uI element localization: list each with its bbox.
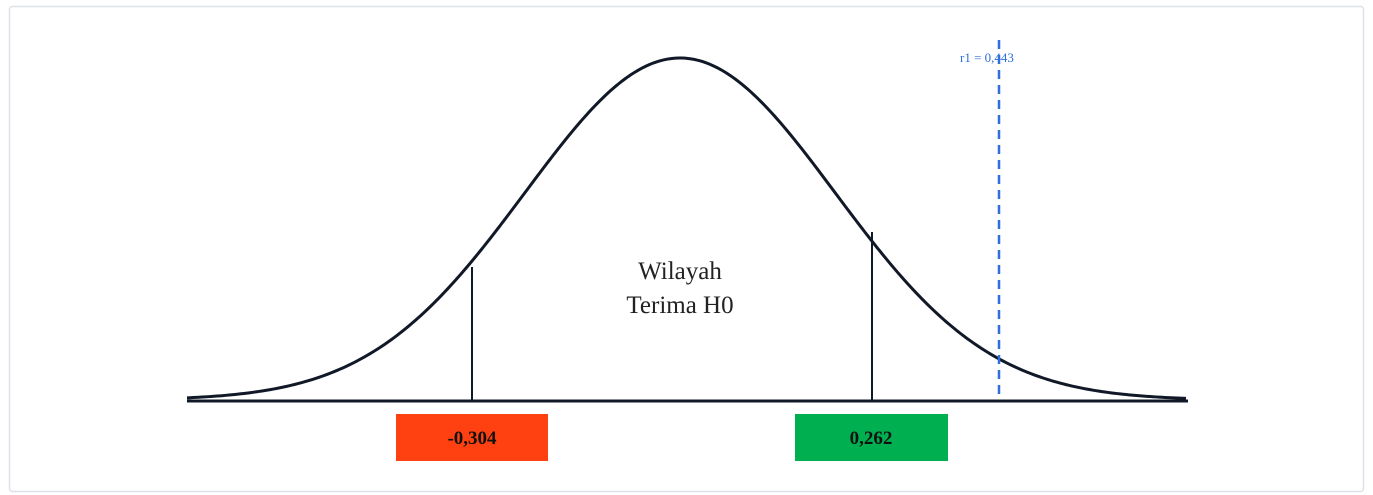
frame	[8, 5, 1365, 493]
normal-curve	[186, 56, 1187, 400]
left-critical-label: -0,304	[447, 428, 497, 449]
region-label: Terima H0	[626, 292, 733, 319]
region-label: Wilayah	[638, 258, 722, 285]
right-critical-box	[795, 414, 948, 461]
r-label: r1 = 0,443	[960, 50, 1014, 65]
right-critical-label: 0,262	[850, 428, 893, 449]
left-critical-box	[396, 414, 548, 461]
